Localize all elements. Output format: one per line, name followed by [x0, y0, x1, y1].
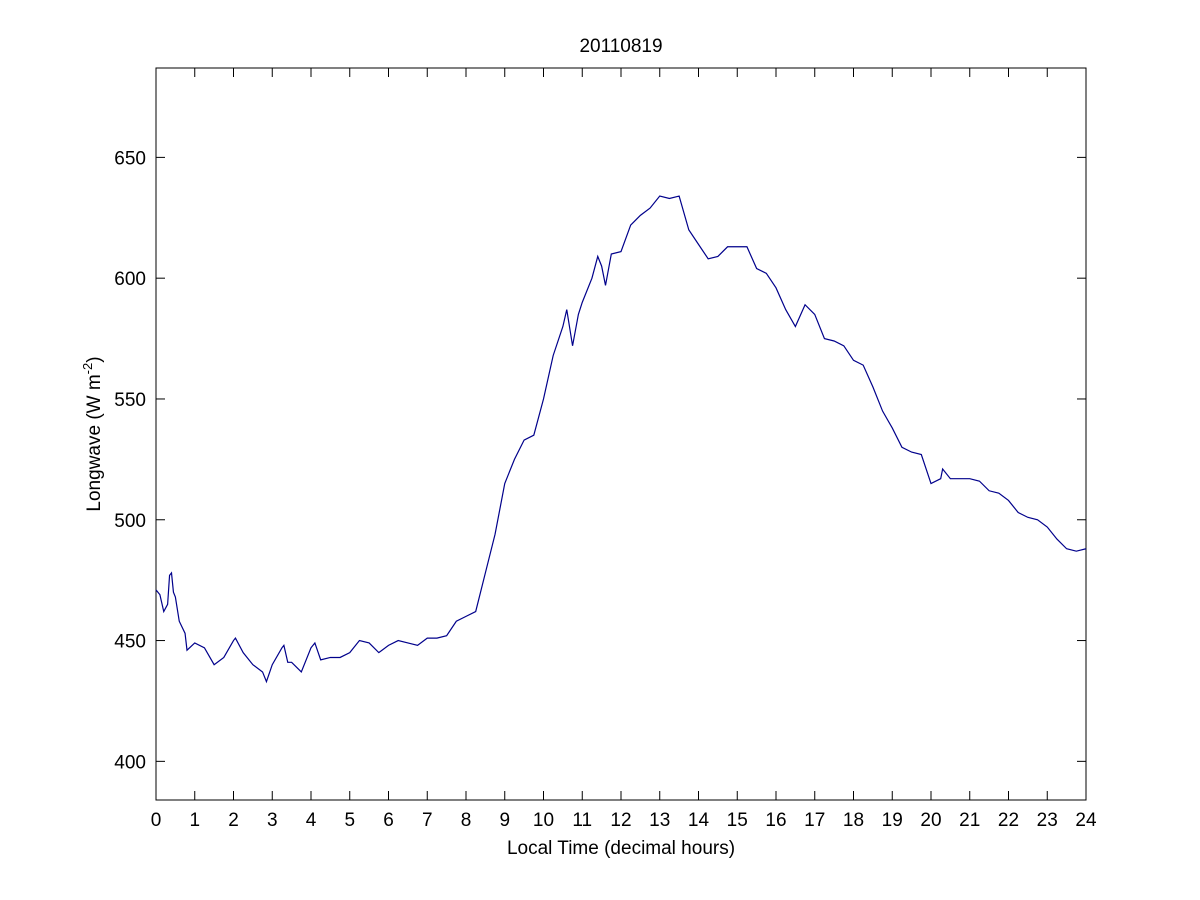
x-tick-label: 19: [882, 810, 903, 831]
x-tick-label: 9: [499, 810, 510, 831]
y-tick-label: 650: [114, 148, 146, 169]
x-tick-label: 5: [344, 810, 355, 831]
y-tick-label: 450: [114, 632, 146, 653]
x-tick-label: 23: [1037, 810, 1058, 831]
x-tick-label: 7: [422, 810, 433, 831]
chart-title: 20110819: [579, 36, 662, 57]
x-tick-label: 18: [843, 810, 864, 831]
y-tick-label: 550: [114, 390, 146, 411]
x-tick-label: 12: [610, 810, 631, 831]
x-tick-label: 2: [228, 810, 239, 831]
y-tick-label: 500: [114, 511, 146, 532]
x-tick-label: 22: [998, 810, 1019, 831]
x-tick-label: 16: [765, 810, 786, 831]
data-line: [155, 195, 1087, 684]
y-tick-label: 400: [114, 752, 146, 773]
x-tick-label: 10: [533, 810, 554, 831]
x-tick-label: 6: [383, 810, 394, 831]
x-tick-label: 14: [688, 810, 710, 831]
y-axis-label: Longwave (W m-2): [80, 356, 105, 511]
x-axis-label: Local Time (decimal hours): [507, 838, 735, 859]
x-tick-label: 24: [1075, 810, 1097, 831]
x-tick-label: 0: [151, 810, 162, 831]
x-tick-label: 11: [572, 810, 592, 831]
x-tick-label: 17: [804, 810, 825, 831]
y-label-sup: -2: [80, 363, 95, 375]
x-tick-label: 13: [649, 810, 670, 831]
x-tick-label: 4: [306, 810, 317, 831]
x-tick-label: 21: [959, 810, 980, 831]
x-tick-label: 1: [189, 810, 200, 831]
x-tick-label: 15: [727, 810, 748, 831]
x-tick-label: 8: [461, 810, 472, 831]
x-tick-label: 3: [267, 810, 278, 831]
y-label-text: Longwave (W m: [84, 374, 105, 511]
x-tick-label: 20: [920, 810, 941, 831]
y-tick-label: 600: [114, 269, 146, 290]
y-label-end: ): [84, 356, 105, 362]
